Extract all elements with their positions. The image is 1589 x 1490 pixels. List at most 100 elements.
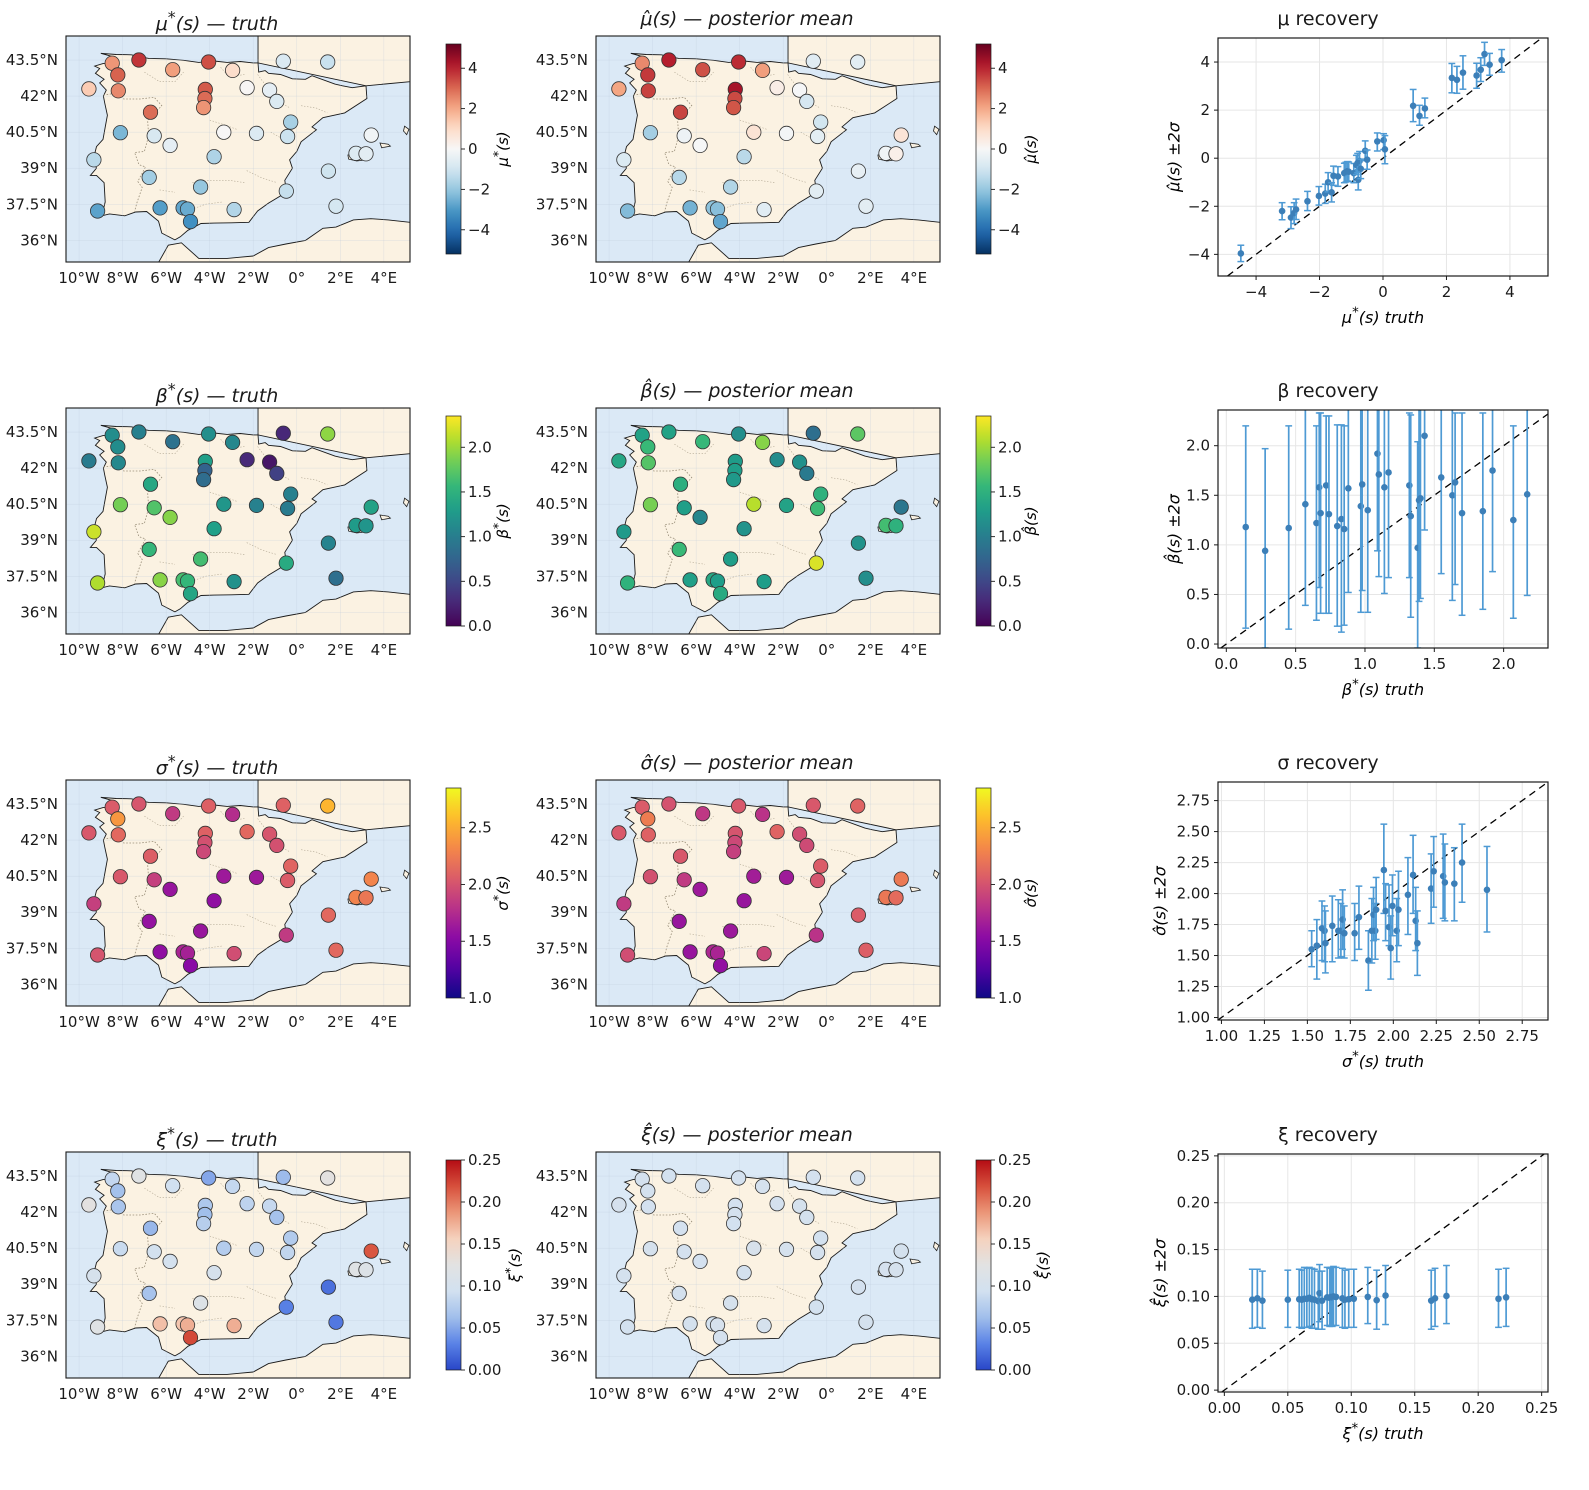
ytick-label: −4 — [1188, 245, 1210, 263]
data-point — [1308, 946, 1315, 953]
station-marker — [269, 1209, 285, 1226]
station-marker — [723, 1295, 739, 1311]
station-marker — [611, 825, 627, 841]
station-marker — [110, 811, 126, 827]
data-point — [1278, 207, 1286, 215]
data-point — [1358, 481, 1366, 488]
station-marker — [320, 54, 336, 70]
ytick-label: 1.75 — [1177, 916, 1210, 934]
map-ytick-label: 43.5°N — [6, 423, 58, 441]
station-marker — [755, 62, 771, 79]
station-marker — [682, 572, 698, 588]
data-point — [1382, 1292, 1389, 1299]
station-marker — [110, 1183, 126, 1199]
station-marker — [131, 796, 147, 812]
station-marker — [692, 881, 708, 898]
data-point — [1380, 866, 1388, 874]
station-marker — [141, 913, 157, 929]
xtick-label: 0.15 — [1398, 1399, 1431, 1417]
ytick-label: 0.00 — [1177, 1381, 1210, 1399]
station-marker — [756, 1318, 772, 1334]
data-point — [1261, 547, 1269, 555]
station-marker — [280, 128, 296, 145]
station-marker — [239, 80, 255, 96]
data-point — [1322, 939, 1329, 947]
iberia-coastline — [619, 424, 898, 613]
identity-line — [1218, 782, 1548, 1020]
station-marker — [248, 497, 265, 514]
colorbar-tick-label: 0.5 — [998, 572, 1022, 590]
data-point — [1302, 500, 1309, 508]
colorbar-tick-label: 2 — [998, 100, 1008, 118]
station-marker — [81, 825, 97, 841]
station-marker — [320, 798, 336, 814]
map-xtick-label: 6°W — [680, 641, 712, 659]
map-xtick-label: 2°E — [857, 1013, 884, 1031]
station-marker — [182, 1330, 199, 1346]
colorbar-tick-label: 0.15 — [468, 1235, 501, 1253]
xtick-label: 1.75 — [1334, 1027, 1367, 1045]
data-point — [1372, 906, 1380, 913]
ytick-label: 0.20 — [1177, 1194, 1210, 1212]
colorbar-tick-label: 4 — [998, 59, 1008, 77]
map-xtick-label: 10°W — [588, 1013, 630, 1031]
data-point — [1481, 50, 1488, 58]
island-1 — [379, 142, 392, 149]
data-point — [1321, 927, 1328, 935]
colorbar-tick-label: 0.5 — [468, 572, 492, 590]
xtick-label: 2.25 — [1420, 1027, 1453, 1045]
data-point — [1443, 1292, 1450, 1300]
colorbar-tick-label: 0 — [468, 140, 478, 158]
data-point — [1313, 942, 1321, 949]
xtick-label: 4 — [1505, 283, 1515, 301]
colorbar-tick-label: 4 — [468, 59, 478, 77]
data-point — [1357, 165, 1365, 173]
map-xtick-label: 8°W — [637, 641, 669, 659]
data-point — [1409, 102, 1417, 110]
colorbar-tick-label: 1.5 — [998, 932, 1022, 950]
map-ytick-label: 42°N — [550, 459, 588, 477]
map-ytick-label: 43.5°N — [536, 1167, 588, 1185]
station-marker — [672, 848, 689, 864]
map-frame — [595, 779, 941, 1007]
y-axis-label: ξ̂(s) ±2σ — [1150, 1238, 1170, 1308]
colorbar-tick-label: 2.5 — [998, 819, 1022, 837]
station-marker — [182, 958, 199, 974]
station-marker — [692, 1253, 708, 1270]
station-marker — [769, 1196, 785, 1212]
station-marker — [141, 541, 157, 557]
station-marker — [146, 872, 162, 888]
data-point — [1345, 485, 1352, 492]
station-marker — [206, 521, 222, 537]
station-marker — [640, 1199, 656, 1215]
map-panel-xi_post: ξ̂(s) — posterior mean 10°W 8°W 6°W 4°W 2°W 0°… — [536, 1120, 1052, 1450]
africa-coastline — [688, 1334, 940, 1378]
station-marker — [110, 455, 126, 471]
portugal-border — [633, 1208, 693, 1328]
data-point — [1448, 74, 1456, 82]
map-xtick-label: 6°W — [150, 269, 182, 287]
panel-title: ξ*(s) — truth — [156, 1124, 278, 1152]
station-marker — [810, 872, 826, 889]
station-marker — [676, 500, 692, 516]
station-marker — [799, 93, 815, 110]
station-marker — [278, 555, 294, 571]
station-marker — [226, 574, 242, 590]
station-marker — [810, 128, 826, 145]
station-marker — [808, 927, 824, 943]
station-marker — [320, 163, 336, 179]
station-marker — [152, 944, 168, 960]
station-marker — [799, 465, 815, 482]
colorbar-tick-label: 0.05 — [468, 1319, 501, 1337]
station-marker — [269, 93, 285, 110]
map-xtick-label: 6°W — [680, 1013, 712, 1031]
colorbar-tick-label: −2 — [468, 180, 490, 198]
map-xtick-label: 8°W — [107, 269, 139, 287]
station-marker — [328, 198, 344, 214]
data-point — [1254, 1294, 1261, 1302]
station-marker — [182, 214, 199, 230]
station-marker — [858, 1314, 874, 1330]
station-marker — [165, 1178, 181, 1194]
data-point — [1350, 1295, 1358, 1303]
map-ytick-label: 39°N — [550, 903, 588, 921]
